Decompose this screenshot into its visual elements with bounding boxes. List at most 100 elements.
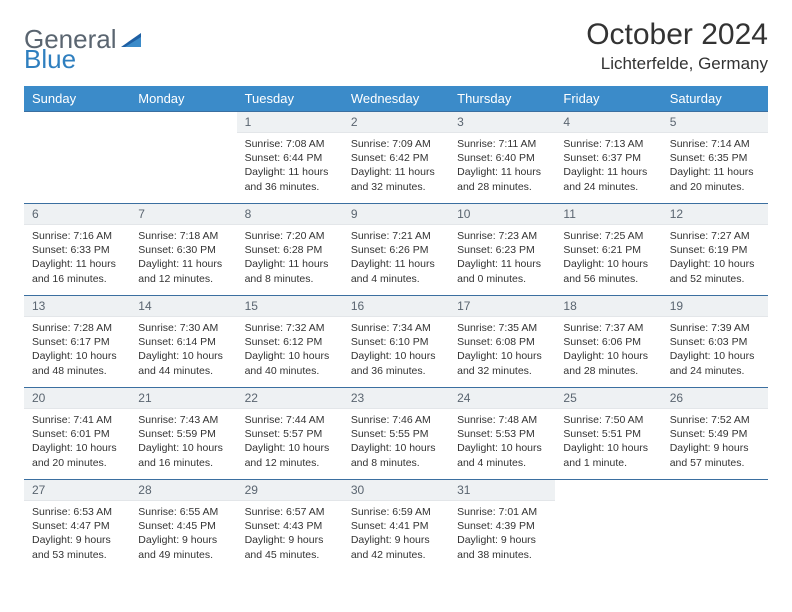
day-number: 28 — [130, 480, 236, 501]
day-details: Sunrise: 7:20 AMSunset: 6:28 PMDaylight:… — [237, 225, 343, 292]
day-details: Sunrise: 7:50 AMSunset: 5:51 PMDaylight:… — [555, 409, 661, 476]
calendar-table: Sunday Monday Tuesday Wednesday Thursday… — [24, 86, 768, 572]
calendar-cell: 11Sunrise: 7:25 AMSunset: 6:21 PMDayligh… — [555, 204, 661, 296]
calendar-cell: 20Sunrise: 7:41 AMSunset: 6:01 PMDayligh… — [24, 388, 130, 480]
month-title: October 2024 — [586, 18, 768, 52]
day-details: Sunrise: 7:13 AMSunset: 6:37 PMDaylight:… — [555, 133, 661, 200]
calendar-cell: 3Sunrise: 7:11 AMSunset: 6:40 PMDaylight… — [449, 112, 555, 204]
location-label: Lichterfelde, Germany — [586, 54, 768, 74]
calendar-cell: 12Sunrise: 7:27 AMSunset: 6:19 PMDayligh… — [662, 204, 768, 296]
day-number: 22 — [237, 388, 343, 409]
calendar-cell: 13Sunrise: 7:28 AMSunset: 6:17 PMDayligh… — [24, 296, 130, 388]
calendar-cell — [662, 480, 768, 572]
day-number: 5 — [662, 112, 768, 133]
day-number: 27 — [24, 480, 130, 501]
calendar-cell: 15Sunrise: 7:32 AMSunset: 6:12 PMDayligh… — [237, 296, 343, 388]
calendar-row: 1Sunrise: 7:08 AMSunset: 6:44 PMDaylight… — [24, 112, 768, 204]
day-number: 3 — [449, 112, 555, 133]
calendar-cell: 26Sunrise: 7:52 AMSunset: 5:49 PMDayligh… — [662, 388, 768, 480]
calendar-cell: 23Sunrise: 7:46 AMSunset: 5:55 PMDayligh… — [343, 388, 449, 480]
day-number: 13 — [24, 296, 130, 317]
day-details: Sunrise: 7:11 AMSunset: 6:40 PMDaylight:… — [449, 133, 555, 200]
calendar-row: 20Sunrise: 7:41 AMSunset: 6:01 PMDayligh… — [24, 388, 768, 480]
calendar-cell: 31Sunrise: 7:01 AMSunset: 4:39 PMDayligh… — [449, 480, 555, 572]
day-number: 15 — [237, 296, 343, 317]
day-details: Sunrise: 7:34 AMSunset: 6:10 PMDaylight:… — [343, 317, 449, 384]
col-friday: Friday — [555, 86, 661, 112]
calendar-row: 13Sunrise: 7:28 AMSunset: 6:17 PMDayligh… — [24, 296, 768, 388]
day-details: Sunrise: 7:25 AMSunset: 6:21 PMDaylight:… — [555, 225, 661, 292]
day-details: Sunrise: 7:43 AMSunset: 5:59 PMDaylight:… — [130, 409, 236, 476]
day-details: Sunrise: 7:39 AMSunset: 6:03 PMDaylight:… — [662, 317, 768, 384]
day-details: Sunrise: 7:16 AMSunset: 6:33 PMDaylight:… — [24, 225, 130, 292]
day-number: 26 — [662, 388, 768, 409]
day-details: Sunrise: 7:28 AMSunset: 6:17 PMDaylight:… — [24, 317, 130, 384]
day-number: 10 — [449, 204, 555, 225]
col-wednesday: Wednesday — [343, 86, 449, 112]
calendar-cell: 16Sunrise: 7:34 AMSunset: 6:10 PMDayligh… — [343, 296, 449, 388]
day-number: 21 — [130, 388, 236, 409]
day-number: 17 — [449, 296, 555, 317]
day-number: 30 — [343, 480, 449, 501]
calendar-cell — [555, 480, 661, 572]
calendar-row: 6Sunrise: 7:16 AMSunset: 6:33 PMDaylight… — [24, 204, 768, 296]
calendar-cell — [24, 112, 130, 204]
day-number: 25 — [555, 388, 661, 409]
calendar-cell: 7Sunrise: 7:18 AMSunset: 6:30 PMDaylight… — [130, 204, 236, 296]
day-details: Sunrise: 7:52 AMSunset: 5:49 PMDaylight:… — [662, 409, 768, 476]
calendar-cell: 29Sunrise: 6:57 AMSunset: 4:43 PMDayligh… — [237, 480, 343, 572]
day-details: Sunrise: 7:18 AMSunset: 6:30 PMDaylight:… — [130, 225, 236, 292]
col-saturday: Saturday — [662, 86, 768, 112]
calendar-cell: 21Sunrise: 7:43 AMSunset: 5:59 PMDayligh… — [130, 388, 236, 480]
day-details: Sunrise: 6:53 AMSunset: 4:47 PMDaylight:… — [24, 501, 130, 568]
calendar-cell: 1Sunrise: 7:08 AMSunset: 6:44 PMDaylight… — [237, 112, 343, 204]
calendar-cell: 19Sunrise: 7:39 AMSunset: 6:03 PMDayligh… — [662, 296, 768, 388]
calendar-cell: 5Sunrise: 7:14 AMSunset: 6:35 PMDaylight… — [662, 112, 768, 204]
day-number: 23 — [343, 388, 449, 409]
brand-word-2: Blue — [24, 44, 76, 75]
day-number: 8 — [237, 204, 343, 225]
calendar-cell: 17Sunrise: 7:35 AMSunset: 6:08 PMDayligh… — [449, 296, 555, 388]
calendar-cell: 4Sunrise: 7:13 AMSunset: 6:37 PMDaylight… — [555, 112, 661, 204]
title-block: October 2024 Lichterfelde, Germany — [586, 18, 768, 74]
day-number: 14 — [130, 296, 236, 317]
page-header: General October 2024 Lichterfelde, Germa… — [24, 18, 768, 74]
calendar-body: 1Sunrise: 7:08 AMSunset: 6:44 PMDaylight… — [24, 112, 768, 572]
day-details: Sunrise: 7:21 AMSunset: 6:26 PMDaylight:… — [343, 225, 449, 292]
day-number: 24 — [449, 388, 555, 409]
day-number: 6 — [24, 204, 130, 225]
day-details: Sunrise: 7:37 AMSunset: 6:06 PMDaylight:… — [555, 317, 661, 384]
day-number: 7 — [130, 204, 236, 225]
calendar-cell: 28Sunrise: 6:55 AMSunset: 4:45 PMDayligh… — [130, 480, 236, 572]
day-number: 11 — [555, 204, 661, 225]
day-details: Sunrise: 7:46 AMSunset: 5:55 PMDaylight:… — [343, 409, 449, 476]
calendar-cell: 25Sunrise: 7:50 AMSunset: 5:51 PMDayligh… — [555, 388, 661, 480]
day-number: 29 — [237, 480, 343, 501]
day-details: Sunrise: 7:08 AMSunset: 6:44 PMDaylight:… — [237, 133, 343, 200]
day-details: Sunrise: 7:48 AMSunset: 5:53 PMDaylight:… — [449, 409, 555, 476]
day-number: 16 — [343, 296, 449, 317]
day-details: Sunrise: 6:59 AMSunset: 4:41 PMDaylight:… — [343, 501, 449, 568]
day-number: 18 — [555, 296, 661, 317]
calendar-cell: 18Sunrise: 7:37 AMSunset: 6:06 PMDayligh… — [555, 296, 661, 388]
day-number: 12 — [662, 204, 768, 225]
col-tuesday: Tuesday — [237, 86, 343, 112]
col-sunday: Sunday — [24, 86, 130, 112]
day-details: Sunrise: 7:23 AMSunset: 6:23 PMDaylight:… — [449, 225, 555, 292]
day-details: Sunrise: 7:41 AMSunset: 6:01 PMDaylight:… — [24, 409, 130, 476]
day-details: Sunrise: 7:14 AMSunset: 6:35 PMDaylight:… — [662, 133, 768, 200]
day-details: Sunrise: 6:55 AMSunset: 4:45 PMDaylight:… — [130, 501, 236, 568]
calendar-row: 27Sunrise: 6:53 AMSunset: 4:47 PMDayligh… — [24, 480, 768, 572]
calendar-cell: 24Sunrise: 7:48 AMSunset: 5:53 PMDayligh… — [449, 388, 555, 480]
col-thursday: Thursday — [449, 86, 555, 112]
calendar-cell: 14Sunrise: 7:30 AMSunset: 6:14 PMDayligh… — [130, 296, 236, 388]
day-number: 31 — [449, 480, 555, 501]
day-details: Sunrise: 7:32 AMSunset: 6:12 PMDaylight:… — [237, 317, 343, 384]
calendar-cell: 2Sunrise: 7:09 AMSunset: 6:42 PMDaylight… — [343, 112, 449, 204]
calendar-header-row: Sunday Monday Tuesday Wednesday Thursday… — [24, 86, 768, 112]
calendar-cell: 6Sunrise: 7:16 AMSunset: 6:33 PMDaylight… — [24, 204, 130, 296]
brand-triangle-icon — [121, 31, 143, 49]
calendar-cell: 9Sunrise: 7:21 AMSunset: 6:26 PMDaylight… — [343, 204, 449, 296]
day-number: 20 — [24, 388, 130, 409]
calendar-cell: 10Sunrise: 7:23 AMSunset: 6:23 PMDayligh… — [449, 204, 555, 296]
